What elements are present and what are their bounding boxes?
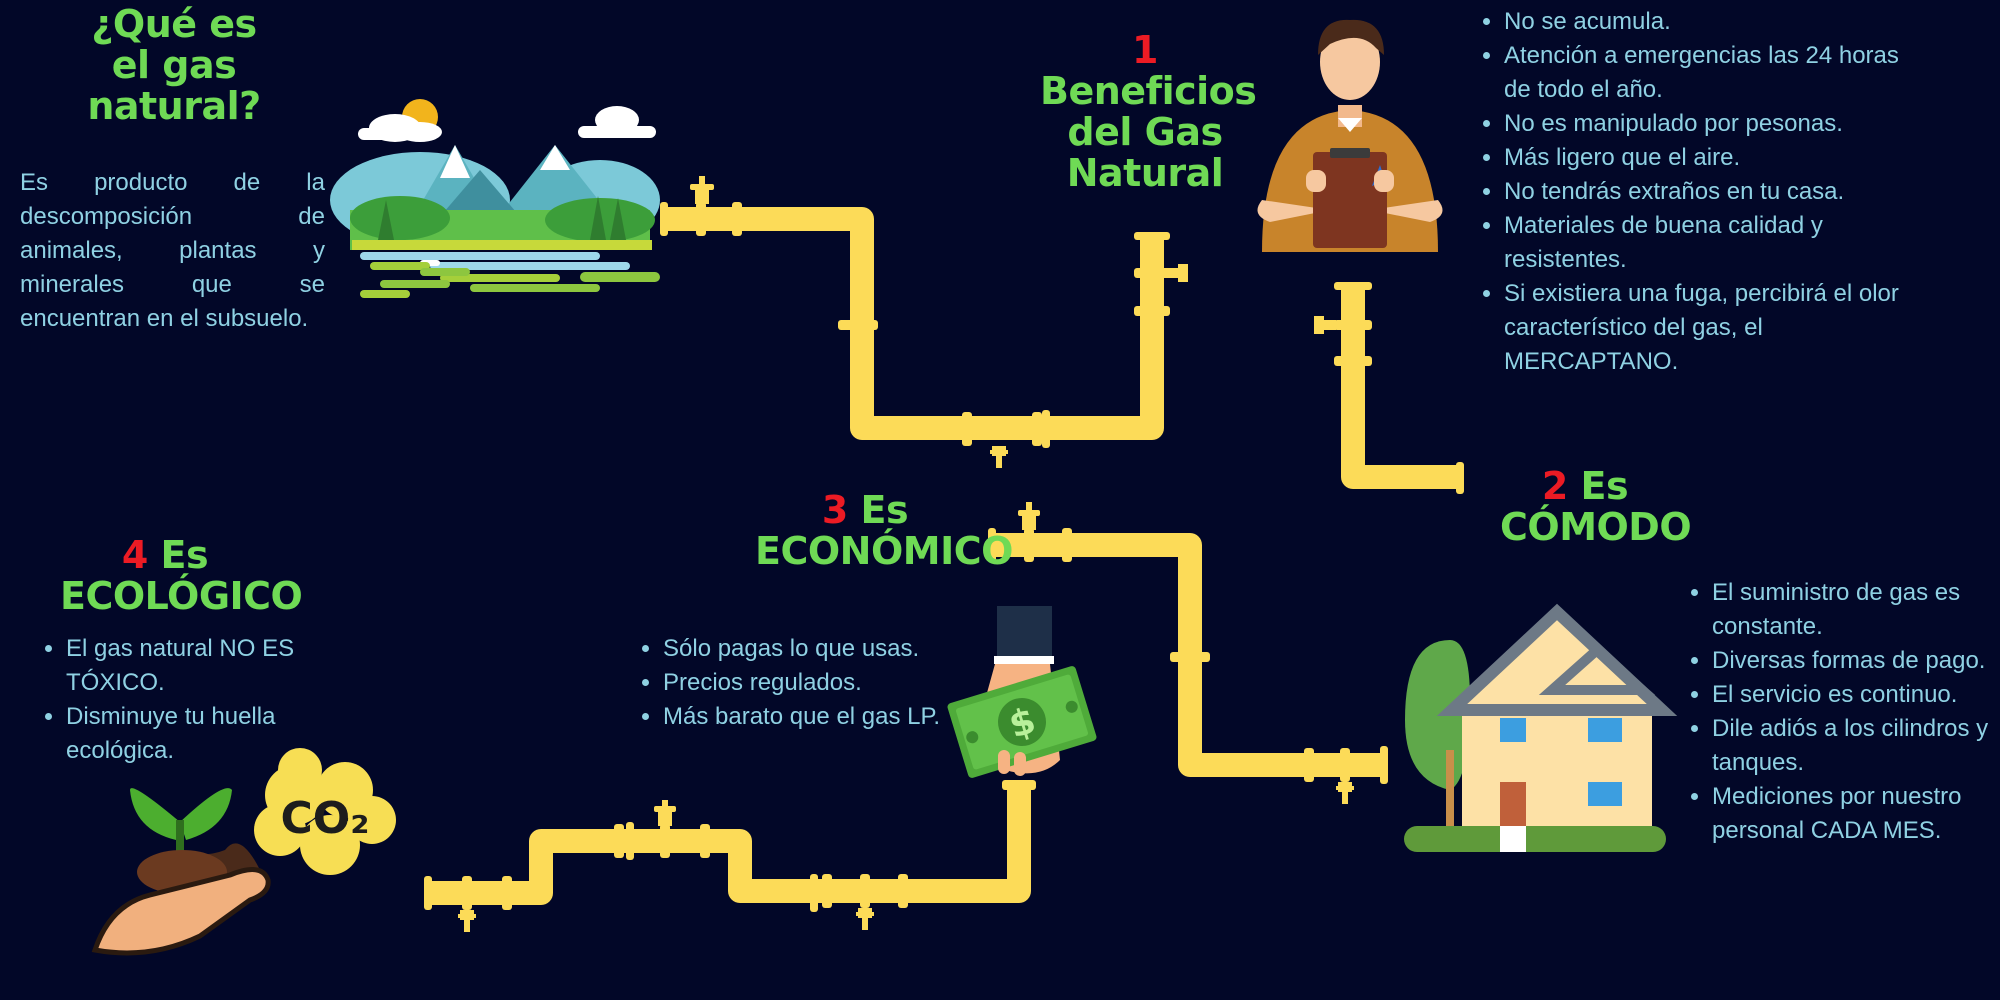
house-icon bbox=[1404, 603, 1678, 852]
list-item: No se acumula. bbox=[1504, 5, 1904, 39]
list-item: El suministro de gas es constante. bbox=[1712, 576, 2000, 644]
pipe-4-details bbox=[424, 780, 1036, 932]
section-2-heading: Es CÓMODO bbox=[1500, 464, 1692, 549]
pipe-1 bbox=[662, 207, 1164, 440]
section-2-title: 2 Es CÓMODO bbox=[1500, 464, 1692, 548]
list-item: Mediciones por nuestro personal CADA MES… bbox=[1712, 780, 2000, 848]
section-3-list: Sólo pagas lo que usas. Precios regulado… bbox=[637, 632, 963, 734]
list-item: El servicio es continuo. bbox=[1712, 678, 2000, 712]
intro-text: Es producto de la descomposición de anim… bbox=[20, 169, 325, 332]
section-1-title: 1 Beneficios del Gas Natural bbox=[1040, 28, 1257, 194]
section-3-heading: Es ECONÓMICO bbox=[755, 488, 1013, 573]
section-1-list: No se acumula. Atención a emergencias la… bbox=[1478, 5, 1904, 379]
list-item: Dile adiós a los cilindros y tanques. bbox=[1712, 712, 2000, 780]
section-2-list: El suministro de gas es constante. Diver… bbox=[1686, 576, 2000, 848]
pipe-2-details bbox=[1314, 282, 1464, 494]
section-4-title: 4 Es ECOLÓGICO bbox=[60, 533, 303, 617]
hand-with-money-icon: $ bbox=[947, 606, 1097, 778]
section-1-heading: Beneficios del Gas Natural bbox=[1040, 69, 1257, 195]
mountain-landscape-icon bbox=[330, 99, 660, 298]
list-item: No es manipulado por pesonas. bbox=[1504, 107, 1904, 141]
co2-label: CO₂ bbox=[281, 793, 370, 844]
list-item: No tendrás extraños en tu casa. bbox=[1504, 175, 1904, 209]
list-item: Diversas formas de pago. bbox=[1712, 644, 2000, 678]
section-1-number: 1 bbox=[1132, 28, 1158, 72]
list-item: Más ligero que el aire. bbox=[1504, 141, 1904, 175]
section-2-number: 2 bbox=[1541, 464, 1568, 508]
section-4-list: El gas natural NO ES TÓXICO. Disminuye t… bbox=[40, 632, 346, 768]
list-item: Disminuye tu huella ecológica. bbox=[66, 700, 346, 768]
technician-with-clipboard-icon bbox=[1257, 19, 1443, 252]
list-item: Materiales de buena calidad y resistente… bbox=[1504, 209, 1904, 277]
list-item: El gas natural NO ES TÓXICO. bbox=[66, 632, 346, 700]
list-item: Atención a emergencias las 24 horas de t… bbox=[1504, 39, 1904, 107]
pipe-1-details bbox=[660, 176, 1188, 468]
list-item: Precios regulados. bbox=[663, 666, 963, 700]
section-3-number: 3 bbox=[821, 488, 848, 532]
pipe-2 bbox=[1341, 284, 1460, 489]
pipe-4 bbox=[426, 785, 1031, 905]
list-item: Si existiera una fuga, percibirá el olor… bbox=[1504, 277, 1904, 379]
intro-title: ¿Qué es el gas natural? bbox=[87, 2, 261, 128]
list-item: Sólo pagas lo que usas. bbox=[663, 632, 963, 666]
section-3-title: 3 Es ECONÓMICO bbox=[755, 488, 1013, 572]
pipe-3-details bbox=[988, 502, 1388, 804]
section-4-number: 4 bbox=[121, 533, 148, 577]
hand-with-plant-icon: CO₂ bbox=[91, 748, 396, 956]
section-4-heading: Es ECOLÓGICO bbox=[60, 533, 303, 618]
list-item: Más barato que el gas LP. bbox=[663, 700, 963, 734]
